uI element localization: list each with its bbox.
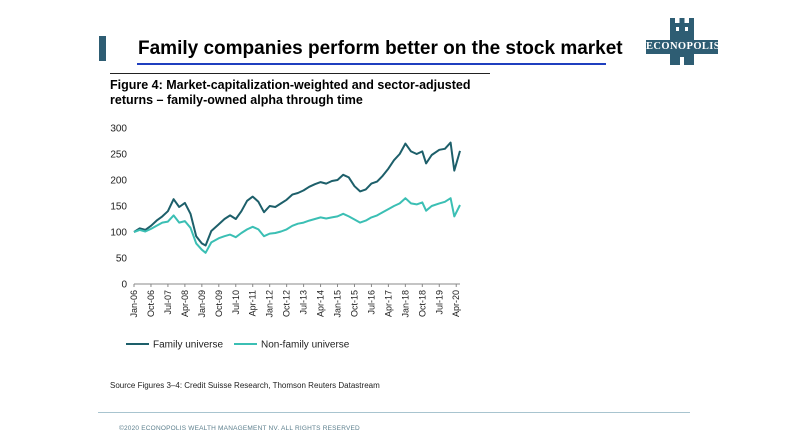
x-tick-label: Jan-18 (400, 290, 410, 318)
footer-copyright: ©2020 ECONOPOLIS WEALTH MANAGEMENT NV. A… (119, 425, 360, 432)
x-tick-label: Apr-14 (316, 290, 326, 317)
econopolis-logo: ECONOPOLIS (646, 16, 721, 66)
x-tick-label: Jul-16 (366, 290, 376, 315)
y-tick-label: 200 (110, 176, 127, 187)
y-tick-label: 0 (121, 280, 127, 291)
family-universe-line (133, 141, 461, 247)
y-tick-label: 50 (116, 254, 128, 265)
footer-rule (98, 412, 690, 413)
source-note: Source Figures 3–4: Credit Suisse Resear… (110, 381, 380, 390)
figure-title-line-1: Figure 4: Market-capitalization-weighted… (110, 78, 471, 92)
title-underline (137, 63, 606, 65)
x-tick-label: Apr-20 (451, 290, 461, 317)
figure-title-rule (110, 73, 490, 74)
figure-title-line-2: returns – family-owned alpha through tim… (110, 93, 363, 107)
legend-family-label: Family universe (153, 340, 223, 351)
x-tick-label: Jul-07 (163, 290, 173, 315)
x-tick-label: Jan-06 (129, 290, 139, 318)
x-tick-label: Oct-09 (214, 290, 224, 317)
x-tick-label: Jul-19 (434, 290, 444, 315)
y-tick-label: 100 (110, 228, 127, 239)
x-tick-label: Apr-11 (248, 290, 258, 316)
x-tick-label: Jul-10 (231, 290, 241, 315)
castle-tower-icon (670, 18, 694, 65)
y-tick-label: 300 (110, 124, 127, 135)
x-tick-label: Oct-15 (349, 290, 359, 317)
x-tick-label: Apr-17 (383, 290, 393, 317)
x-tick-label: Oct-12 (282, 290, 292, 317)
x-tick-label: Jan-15 (333, 290, 343, 318)
y-tick-label: 250 (110, 150, 127, 161)
x-tick-label: Oct-06 (146, 290, 156, 317)
title-accent-bar (99, 36, 106, 61)
x-tick-label: Jan-09 (197, 290, 207, 318)
legend-non-family-label: Non-family universe (261, 340, 350, 351)
figure-title: Figure 4: Market-capitalization-weighted… (110, 78, 490, 108)
x-tick-label: Jul-13 (299, 290, 309, 315)
y-tick-label: 150 (110, 202, 127, 213)
logo-wordmark: ECONOPOLIS (646, 40, 721, 54)
x-tick-label: Oct-18 (417, 290, 427, 317)
non-family-universe-line (133, 197, 461, 254)
x-tick-label: Apr-08 (180, 290, 190, 317)
slide-title: Family companies perform better on the s… (138, 38, 623, 59)
x-tick-label: Jan-12 (265, 290, 275, 318)
